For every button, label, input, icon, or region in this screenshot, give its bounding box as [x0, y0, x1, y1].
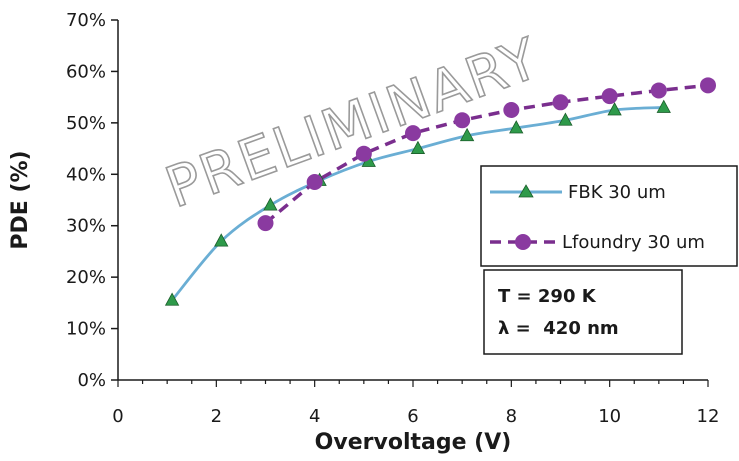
data-point-fbk [214, 233, 229, 247]
data-point-lfoundry [454, 112, 471, 129]
data-point-lfoundry [355, 145, 372, 162]
x-tick-label: 4 [309, 406, 320, 427]
x-tick-group: 0 2 4 6 8 10 12 [112, 380, 719, 427]
x-tick-label: 6 [407, 406, 418, 427]
x-tick-label: 2 [211, 406, 222, 427]
y-tick-label: 70% [66, 10, 106, 31]
temperature-annotation: T = 290 K [498, 286, 597, 307]
y-tick-label: 30% [66, 216, 106, 237]
y-tick-label: 10% [66, 319, 106, 340]
data-point-lfoundry [552, 94, 569, 111]
y-tick-label: 20% [66, 267, 106, 288]
y-tick-group: 0% 10% 20% 30% 40% 50% 60% 70% [66, 10, 118, 391]
data-point-fbk [164, 292, 180, 306]
legend-label-lfoundry: Lfoundry 30 um [562, 232, 705, 253]
x-tick-label: 8 [506, 406, 517, 427]
data-point-fbk [558, 112, 573, 126]
data-point-lfoundry [503, 102, 520, 118]
data-point-fbk [656, 99, 671, 113]
x-tick-label: 0 [112, 406, 123, 427]
y-tick-label: 40% [66, 164, 106, 185]
data-point-lfoundry [306, 174, 323, 190]
series-line-lfoundry [264, 83, 709, 225]
data-point-fbk [410, 140, 426, 154]
legend-item-fbk: FBK 30 um [490, 182, 666, 203]
x-axis-title: Overvoltage (V) [315, 430, 512, 455]
data-point-fbk [459, 127, 475, 142]
x-tick-label: 10 [598, 406, 621, 427]
y-axis-title: PDE (%) [8, 150, 33, 249]
legend-marker-fbk [518, 184, 534, 198]
y-tick-label: 60% [66, 61, 106, 82]
y-tick-label: 0% [77, 370, 106, 391]
x-tick-label: 12 [697, 406, 720, 427]
legend-label-fbk: FBK 30 um [568, 182, 666, 203]
data-point-lfoundry [700, 77, 716, 94]
data-point-fbk [607, 102, 622, 116]
data-point-lfoundry [257, 215, 274, 232]
y-tick-label: 50% [66, 113, 106, 134]
data-point-fbk [263, 197, 278, 211]
conditions-box [483, 269, 683, 355]
data-point-lfoundry [601, 88, 618, 105]
data-point-lfoundry [405, 125, 421, 142]
legend-marker-lfoundry [515, 234, 531, 250]
series-layer [164, 77, 716, 306]
data-point-lfoundry [650, 82, 667, 99]
legend-item-lfoundry: Lfoundry 30 um [490, 232, 705, 253]
wavelength-annotation: λ = 420 nm [498, 318, 619, 339]
data-point-fbk [509, 120, 524, 134]
